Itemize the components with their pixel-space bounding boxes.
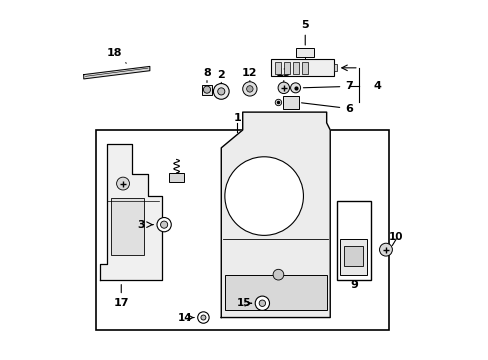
Circle shape (217, 88, 224, 95)
Text: 1: 1 (233, 113, 241, 123)
Text: 10: 10 (388, 232, 403, 242)
Text: 14: 14 (178, 312, 192, 323)
Bar (283, 62, 290, 74)
Circle shape (197, 312, 209, 323)
Text: 8: 8 (203, 68, 210, 82)
Text: 4: 4 (372, 81, 380, 91)
Polygon shape (100, 144, 162, 280)
Text: 11: 11 (346, 211, 362, 221)
Circle shape (259, 300, 265, 306)
Bar (337, 202, 370, 280)
Circle shape (242, 82, 257, 96)
Circle shape (201, 315, 205, 320)
Text: 12: 12 (242, 68, 257, 82)
Polygon shape (221, 112, 329, 318)
Text: 18: 18 (106, 48, 126, 63)
Text: 13: 13 (276, 68, 291, 82)
Bar (271, 59, 333, 76)
Circle shape (246, 86, 253, 92)
Ellipse shape (224, 157, 303, 235)
Bar (169, 173, 183, 182)
Text: 6: 6 (301, 103, 352, 113)
Circle shape (203, 86, 210, 93)
Text: 7: 7 (303, 81, 352, 91)
Polygon shape (83, 66, 149, 79)
Bar (274, 62, 281, 74)
Circle shape (116, 177, 129, 190)
Circle shape (272, 269, 283, 280)
Text: 5: 5 (301, 19, 308, 45)
Circle shape (157, 217, 171, 232)
Text: 9: 9 (350, 280, 358, 291)
Circle shape (290, 83, 300, 93)
Text: 16: 16 (170, 173, 186, 183)
Circle shape (255, 296, 269, 310)
Circle shape (213, 84, 229, 99)
Bar (201, 85, 212, 95)
Text: 2: 2 (217, 69, 224, 84)
Bar (333, 64, 337, 71)
Bar (340, 239, 366, 275)
Bar (292, 62, 299, 74)
Bar (96, 130, 388, 330)
Circle shape (278, 82, 289, 94)
Circle shape (160, 221, 167, 228)
Text: 17: 17 (113, 285, 129, 308)
Bar (301, 62, 307, 74)
Bar (296, 48, 313, 57)
Bar (343, 246, 363, 266)
Circle shape (379, 243, 391, 256)
Text: 3: 3 (137, 220, 144, 230)
Bar (282, 96, 298, 109)
Bar (224, 275, 326, 310)
Circle shape (275, 99, 281, 106)
Bar (110, 198, 144, 255)
Text: 15: 15 (237, 298, 251, 308)
